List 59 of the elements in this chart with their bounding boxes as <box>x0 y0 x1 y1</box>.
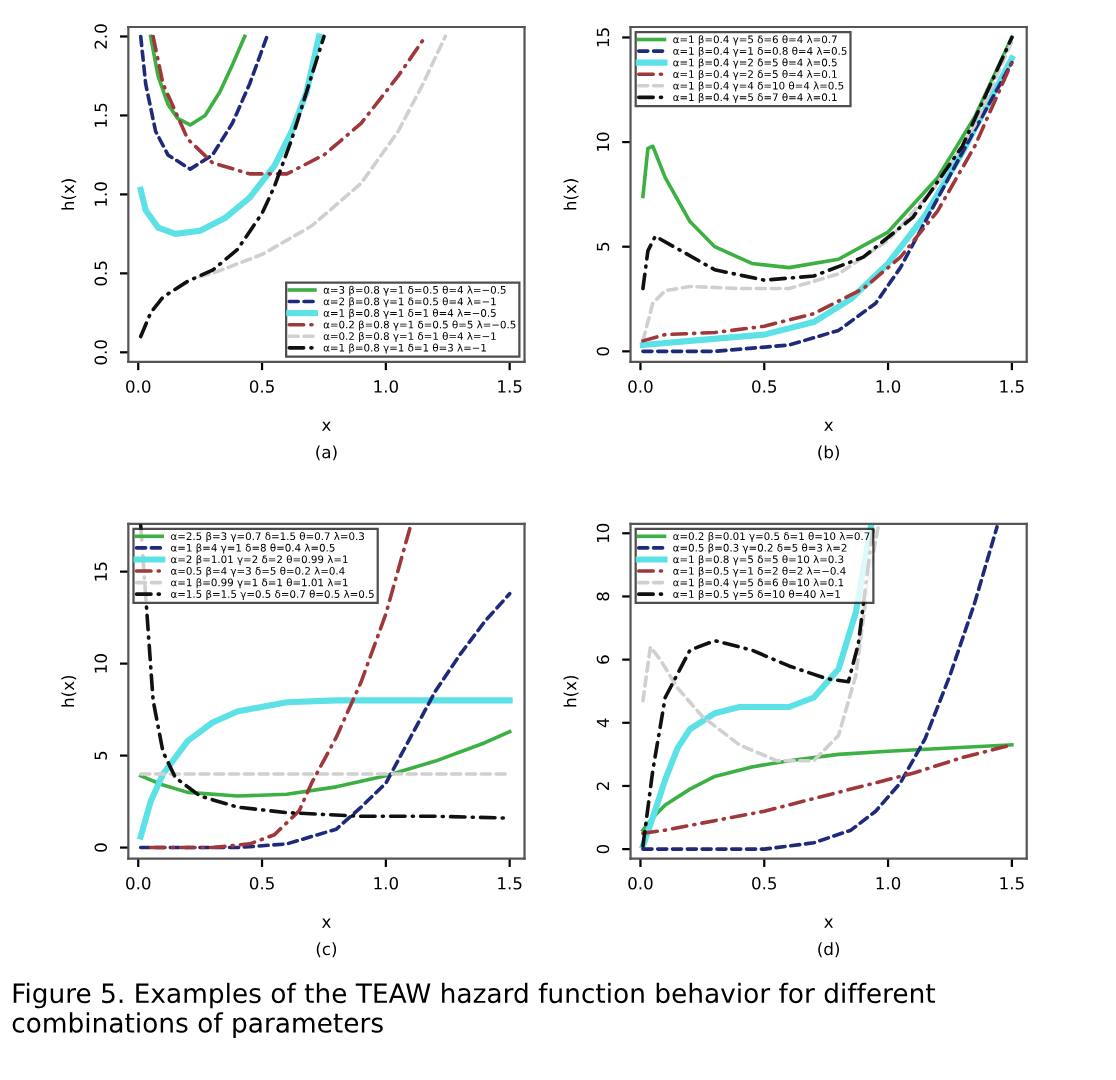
line-series <box>138 729 512 798</box>
line-series <box>641 525 999 851</box>
y-tick-label: 15 <box>94 562 108 581</box>
line-series <box>198 34 448 279</box>
x-tick-label: 1.5 <box>498 380 522 393</box>
x-tick-label: 1.0 <box>876 380 901 393</box>
x-tick-label: 0.0 <box>126 380 151 393</box>
x-axis-title: x <box>321 421 331 431</box>
y-tick-label: 10 <box>596 523 610 543</box>
x-tick-label: 0.5 <box>249 876 274 890</box>
y-tick-label: 10 <box>94 654 108 673</box>
x-tick-label: 0.5 <box>752 876 777 890</box>
line-series <box>138 34 326 339</box>
line-series <box>151 34 428 176</box>
line-series <box>641 525 880 763</box>
x-tick-label: 1.5 <box>1000 380 1024 393</box>
text: (b) <box>818 445 839 461</box>
x-axis-title: x <box>824 421 834 431</box>
x-tick-label: 1.0 <box>876 876 901 890</box>
y-tick-label: 0 <box>596 347 610 356</box>
text: (c) <box>316 942 337 958</box>
x-axis-title: x <box>824 918 834 928</box>
y-tick-label: 6 <box>596 655 610 664</box>
y-tick-label: 0 <box>94 843 108 852</box>
y-tick-label: 0 <box>596 844 610 854</box>
line-series <box>138 34 269 171</box>
y-tick-label: 4 <box>596 718 610 728</box>
line-series <box>137 697 513 840</box>
y-tick-label: 2.0 <box>94 24 108 49</box>
x-axis-title: x <box>321 918 331 928</box>
x-tick-label: 0.0 <box>628 380 653 393</box>
x-tick-label: 0.5 <box>249 380 274 393</box>
text: (a) <box>316 445 337 461</box>
x-tick-label: 1.0 <box>374 876 398 890</box>
y-tick-label: 0.5 <box>94 261 108 286</box>
caption: Figure 5. Examples of the TEAW hazard function behavior for different combinations of parameters <box>12 982 936 1038</box>
text: (d) <box>818 942 839 958</box>
y-axis-title: h(x) <box>61 179 77 210</box>
y-tick-label: 5 <box>94 751 108 760</box>
line-series <box>138 591 512 850</box>
y-tick-label: 8 <box>596 592 610 601</box>
x-tick-label: 1.5 <box>1000 877 1024 890</box>
y-tick-label: 0.0 <box>94 340 108 365</box>
y-tick-label: 1.0 <box>94 182 108 206</box>
line-series <box>148 34 247 127</box>
x-tick-label: 0.0 <box>628 876 653 890</box>
x-tick-label: 0.0 <box>126 876 151 890</box>
line-series <box>148 523 413 850</box>
y-axis-title: h(x) <box>563 179 579 210</box>
y-axis-title: h(x) <box>563 675 579 707</box>
y-tick-label: 1.5 <box>94 103 108 127</box>
y-axis-title: h(x) <box>61 675 77 707</box>
x-tick-label: 0.5 <box>752 380 777 393</box>
x-tick-label: 1.0 <box>374 380 398 393</box>
y-tick-label: 10 <box>596 132 610 151</box>
y-tick-label: 5 <box>596 242 610 251</box>
x-tick-label: 1.5 <box>498 877 522 890</box>
y-tick-label: 2 <box>596 782 610 791</box>
y-tick-label: 15 <box>596 28 610 47</box>
